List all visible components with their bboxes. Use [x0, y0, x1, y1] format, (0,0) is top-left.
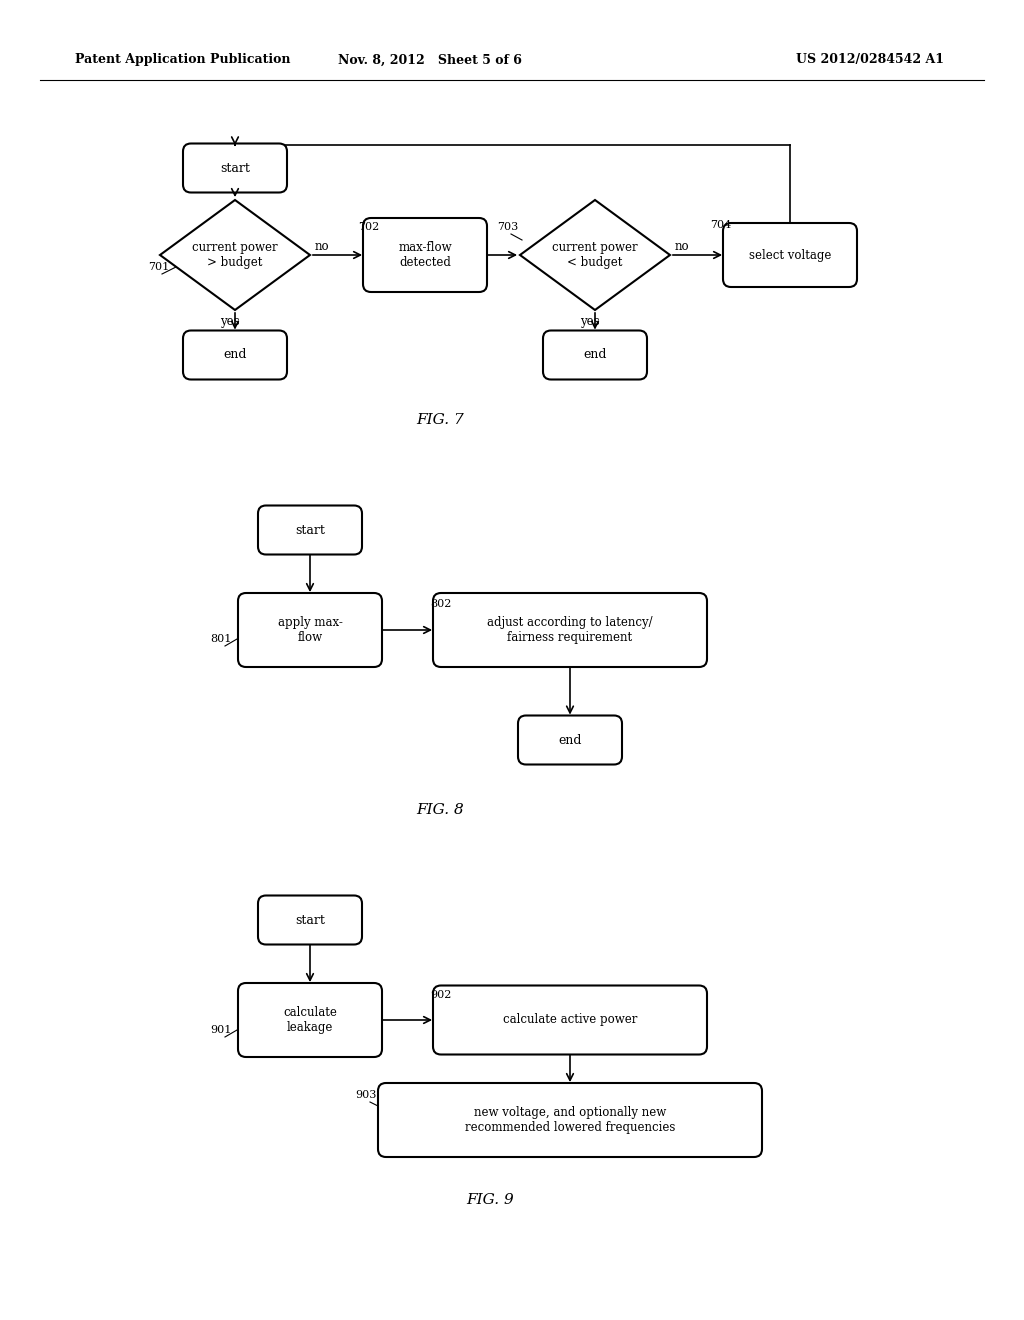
- Text: apply max-
flow: apply max- flow: [278, 616, 342, 644]
- Text: 901: 901: [210, 1026, 231, 1035]
- Text: Patent Application Publication: Patent Application Publication: [75, 54, 291, 66]
- Text: new voltage, and optionally new
recommended lowered frequencies: new voltage, and optionally new recommen…: [465, 1106, 675, 1134]
- FancyBboxPatch shape: [543, 330, 647, 380]
- Polygon shape: [520, 201, 670, 310]
- Text: max-flow
detected: max-flow detected: [398, 242, 452, 269]
- FancyBboxPatch shape: [258, 506, 362, 554]
- FancyBboxPatch shape: [258, 895, 362, 945]
- Text: Nov. 8, 2012   Sheet 5 of 6: Nov. 8, 2012 Sheet 5 of 6: [338, 54, 522, 66]
- Text: calculate active power: calculate active power: [503, 1014, 637, 1027]
- FancyBboxPatch shape: [362, 218, 487, 292]
- FancyBboxPatch shape: [378, 1082, 762, 1158]
- Text: end: end: [584, 348, 607, 362]
- Text: start: start: [295, 524, 325, 536]
- FancyBboxPatch shape: [518, 715, 622, 764]
- FancyBboxPatch shape: [433, 593, 707, 667]
- Polygon shape: [160, 201, 310, 310]
- FancyBboxPatch shape: [238, 593, 382, 667]
- Text: 903: 903: [355, 1090, 377, 1100]
- Text: 702: 702: [358, 222, 379, 232]
- Text: FIG. 9: FIG. 9: [466, 1193, 514, 1206]
- Text: yes: yes: [220, 315, 240, 329]
- FancyBboxPatch shape: [238, 983, 382, 1057]
- Text: FIG. 8: FIG. 8: [416, 803, 464, 817]
- Text: 802: 802: [430, 599, 452, 609]
- Text: calculate
leakage: calculate leakage: [283, 1006, 337, 1034]
- Text: 704: 704: [710, 220, 731, 230]
- Text: current power
> budget: current power > budget: [193, 242, 278, 269]
- Text: current power
< budget: current power < budget: [552, 242, 638, 269]
- FancyBboxPatch shape: [183, 144, 287, 193]
- Text: yes: yes: [580, 315, 600, 329]
- Text: start: start: [220, 161, 250, 174]
- Text: end: end: [223, 348, 247, 362]
- Text: 703: 703: [497, 222, 518, 232]
- Text: 701: 701: [148, 261, 169, 272]
- Text: FIG. 7: FIG. 7: [416, 413, 464, 426]
- Text: end: end: [558, 734, 582, 747]
- Text: adjust according to latency/
fairness requirement: adjust according to latency/ fairness re…: [487, 616, 653, 644]
- Text: select voltage: select voltage: [749, 248, 831, 261]
- FancyBboxPatch shape: [723, 223, 857, 286]
- FancyBboxPatch shape: [433, 986, 707, 1055]
- Text: no: no: [315, 240, 330, 253]
- Text: 801: 801: [210, 634, 231, 644]
- Text: start: start: [295, 913, 325, 927]
- Text: US 2012/0284542 A1: US 2012/0284542 A1: [796, 54, 944, 66]
- FancyBboxPatch shape: [183, 330, 287, 380]
- Text: 902: 902: [430, 990, 452, 1001]
- Text: no: no: [675, 240, 689, 253]
